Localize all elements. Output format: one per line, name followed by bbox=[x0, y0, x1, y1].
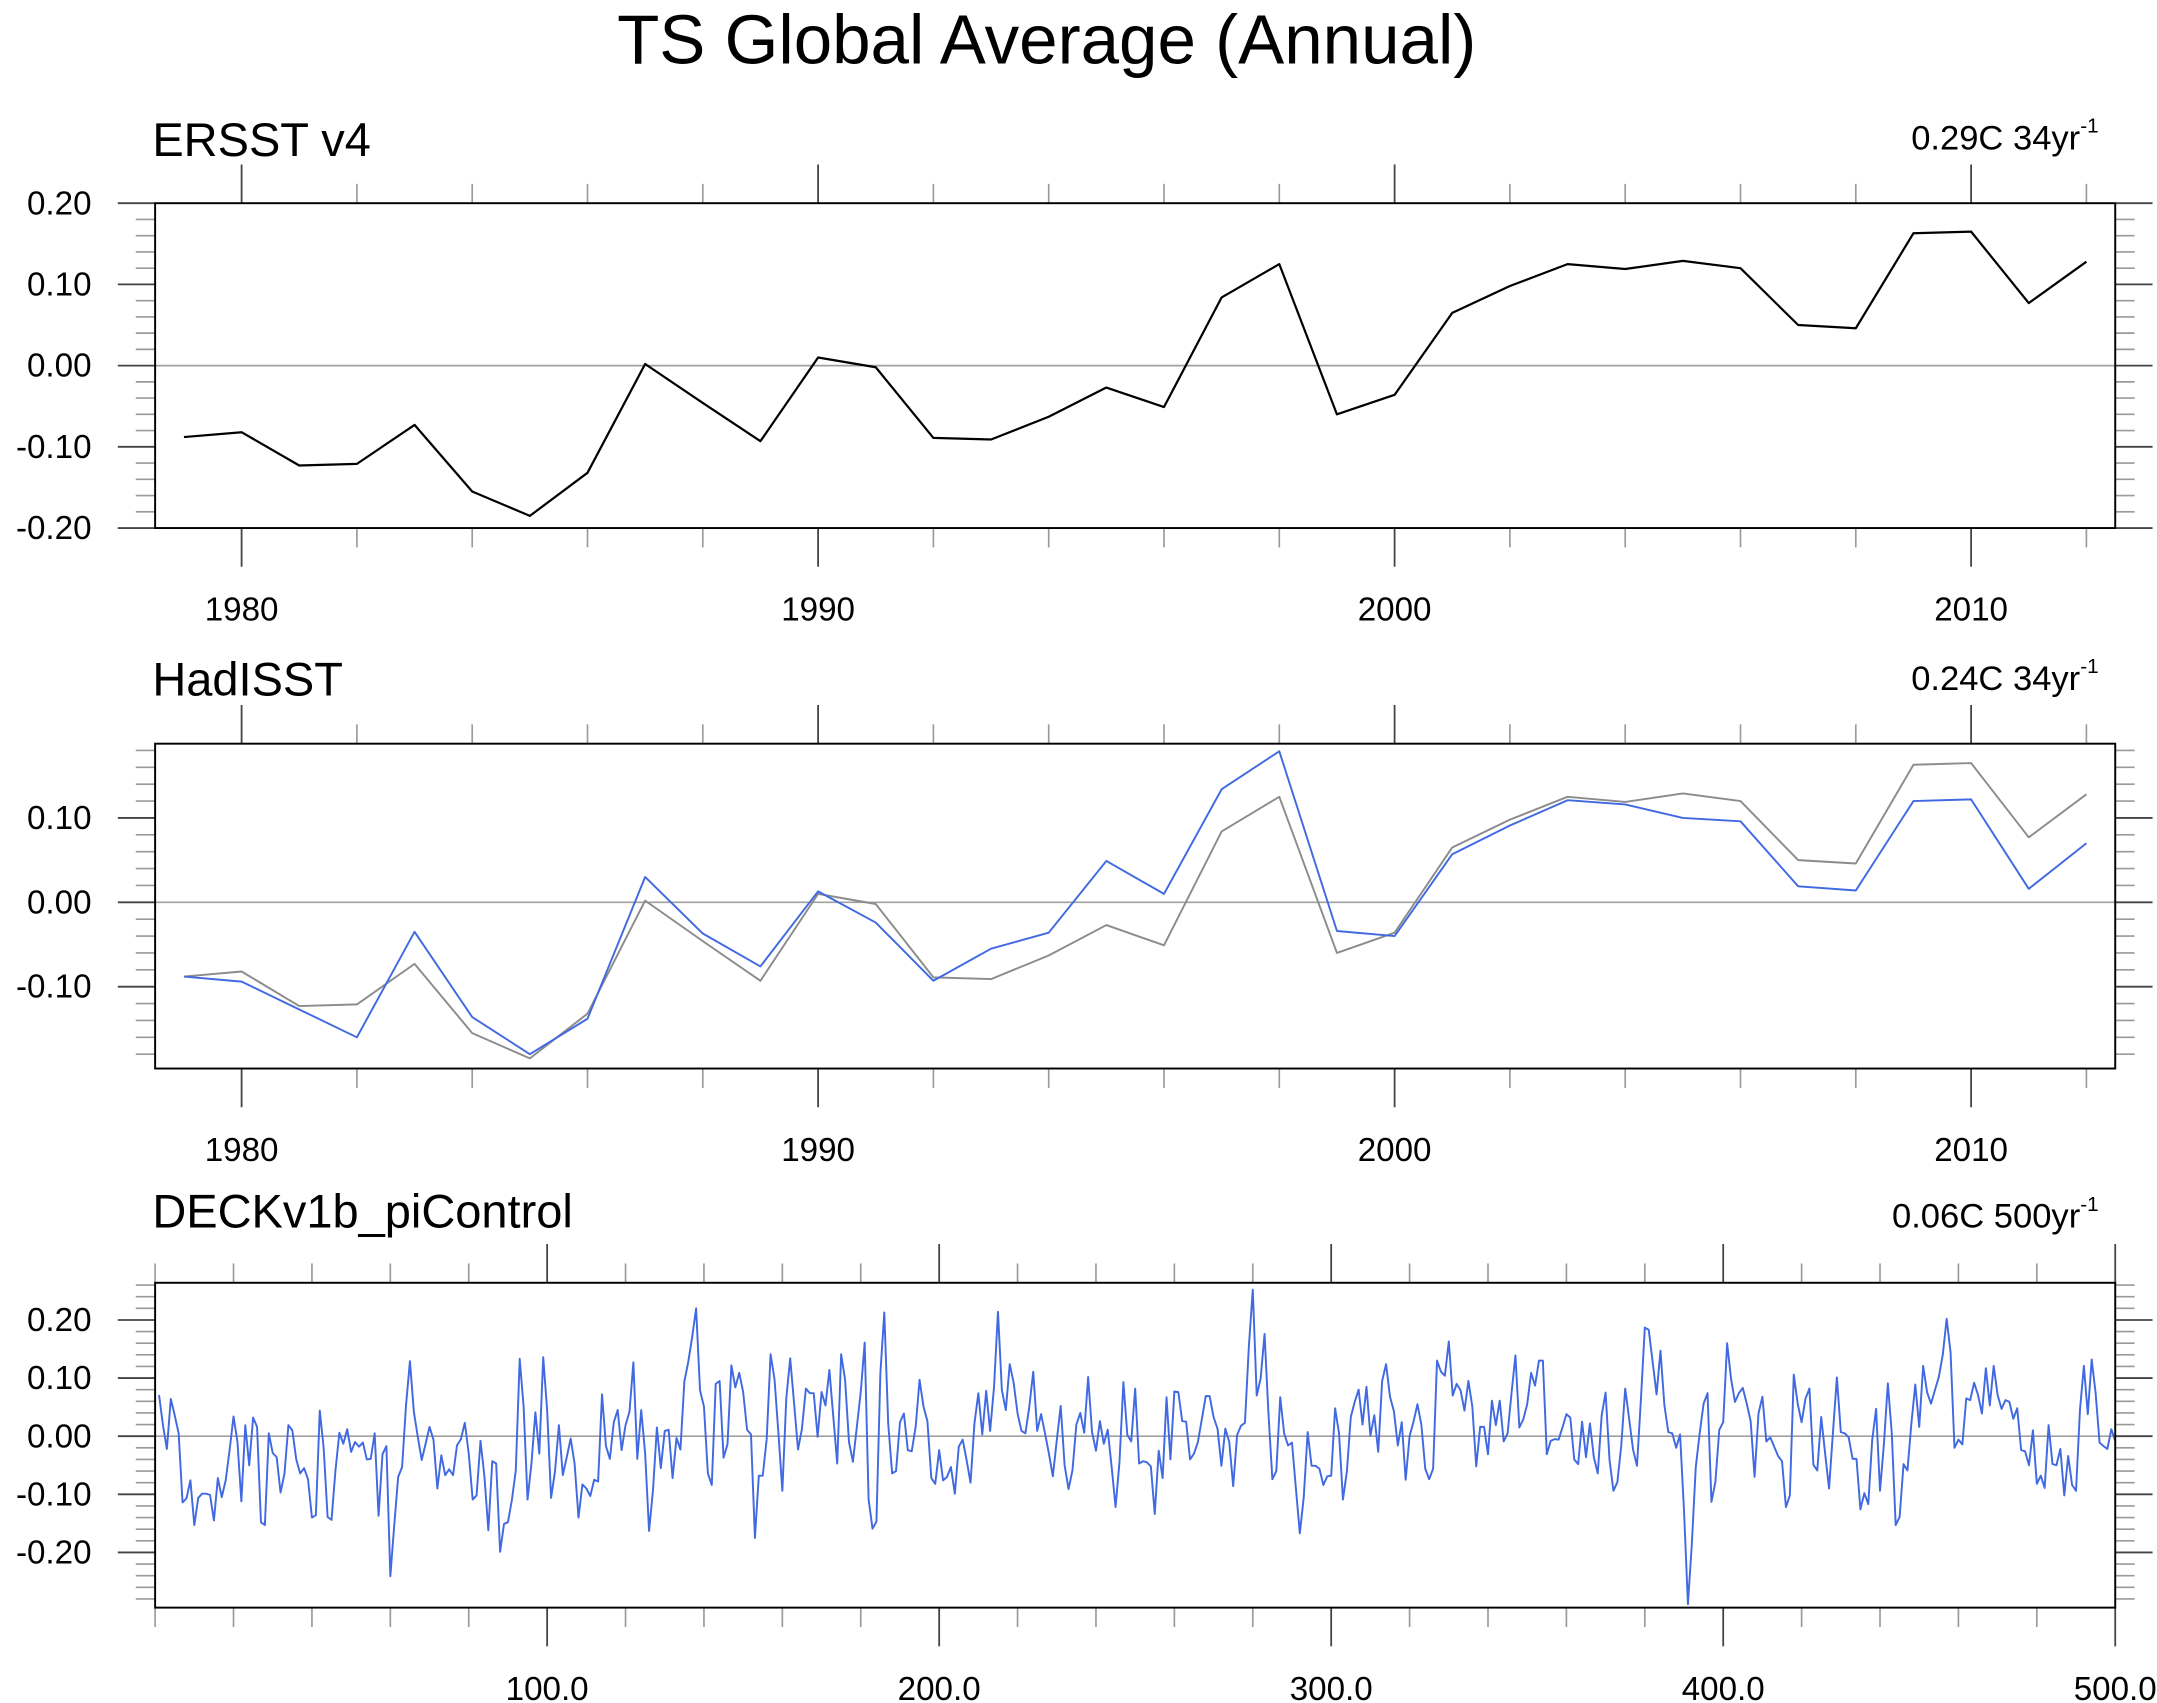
x-tick-label: 100.0 bbox=[506, 1671, 589, 1703]
trend-exponent: -1 bbox=[2080, 115, 2098, 138]
x-tick-label: 500.0 bbox=[2074, 1671, 2157, 1703]
x-tick-label: 2010 bbox=[1934, 592, 2008, 629]
panel-picontrol: DECKv1b_piControl 0.06C 500yr-1 100.0 200… bbox=[16, 1184, 2157, 1703]
series-line-ersst-v4 bbox=[183, 230, 2088, 517]
trend-exponent: -1 bbox=[2080, 655, 2098, 678]
panel-hadisst: HadISST 0.24C 34yr-1 1980 1990 2000 2010 0.1… bbox=[16, 652, 2153, 1169]
y-tick-label: -0.10 bbox=[16, 1476, 92, 1513]
trend-exponent: -1 bbox=[2080, 1193, 2098, 1216]
trend-annotation: 0.29C 34yr-1 bbox=[1911, 115, 2098, 158]
panel-subtitle: ERSST v4 bbox=[152, 113, 370, 166]
x-tick-label: 300.0 bbox=[1290, 1671, 1373, 1703]
x-tick-label: 1980 bbox=[205, 592, 279, 629]
plot-area-hadisst: 1980 1990 2000 2010 0.10 0.00 -0.10 bbox=[16, 704, 2153, 1169]
y-tick-label: 0.10 bbox=[27, 266, 92, 303]
x-tick-label: 1980 bbox=[205, 1132, 279, 1169]
series-line-ersst-v4-reference- bbox=[183, 762, 2087, 1060]
y-tick-label: -0.10 bbox=[16, 969, 92, 1006]
trend-text: 0.29C 34yr bbox=[1911, 119, 2080, 157]
plot-frame bbox=[154, 1281, 2117, 1609]
trend-text: 0.24C 34yr bbox=[1911, 660, 2080, 698]
x-tick-label: 2000 bbox=[1358, 1132, 1432, 1169]
x-tick-label: 2010 bbox=[1934, 1132, 2008, 1169]
x-tick-label: 200.0 bbox=[898, 1671, 981, 1703]
plot-area-ersst: 1980 1990 2000 2010 0.20 0.10 0.00 -0.10 -0.20 bbox=[16, 164, 2153, 629]
x-tick-label: 1990 bbox=[781, 1132, 855, 1169]
panel-ersst: ERSST v4 0.29C 34yr-1 1980 1990 2000 2010 0.… bbox=[16, 113, 2153, 629]
x-tick-label: 1990 bbox=[781, 592, 855, 629]
x-tick-label: 2000 bbox=[1358, 592, 1432, 629]
trend-annotation: 0.06C 500yr-1 bbox=[1892, 1193, 2099, 1236]
panel-subtitle: HadISST bbox=[152, 652, 343, 705]
plot-frame bbox=[154, 742, 2117, 1070]
plot-area-picontrol: 100.0 200.0 300.0 400.0 500.0 0.20 0.10 0.00 -0.… bbox=[16, 1244, 2157, 1703]
y-tick-label: -0.20 bbox=[16, 510, 92, 547]
y-tick-label: 0.10 bbox=[27, 800, 92, 837]
y-tick-label: 0.10 bbox=[27, 1360, 92, 1397]
x-tick-label: 400.0 bbox=[1682, 1671, 1765, 1703]
trend-annotation: 0.24C 34yr-1 bbox=[1911, 655, 2098, 698]
series-line-deckv1b-picontrol bbox=[158, 1288, 2117, 1606]
y-tick-label: -0.20 bbox=[16, 1534, 92, 1571]
series-line-hadisst bbox=[183, 750, 2088, 1056]
y-tick-label: 0.00 bbox=[27, 884, 92, 921]
y-tick-label: 0.00 bbox=[27, 1418, 92, 1455]
y-tick-label: -0.10 bbox=[16, 429, 92, 466]
y-tick-label: 0.00 bbox=[27, 348, 92, 385]
plot-frame bbox=[154, 202, 2117, 530]
y-tick-label: 0.20 bbox=[27, 185, 92, 222]
panel-subtitle: DECKv1b_piControl bbox=[152, 1184, 572, 1237]
trend-text: 0.06C 500yr bbox=[1892, 1197, 2080, 1235]
y-tick-label: 0.20 bbox=[27, 1302, 92, 1339]
figure-title: TS Global Average (Annual) bbox=[617, 1, 1476, 79]
